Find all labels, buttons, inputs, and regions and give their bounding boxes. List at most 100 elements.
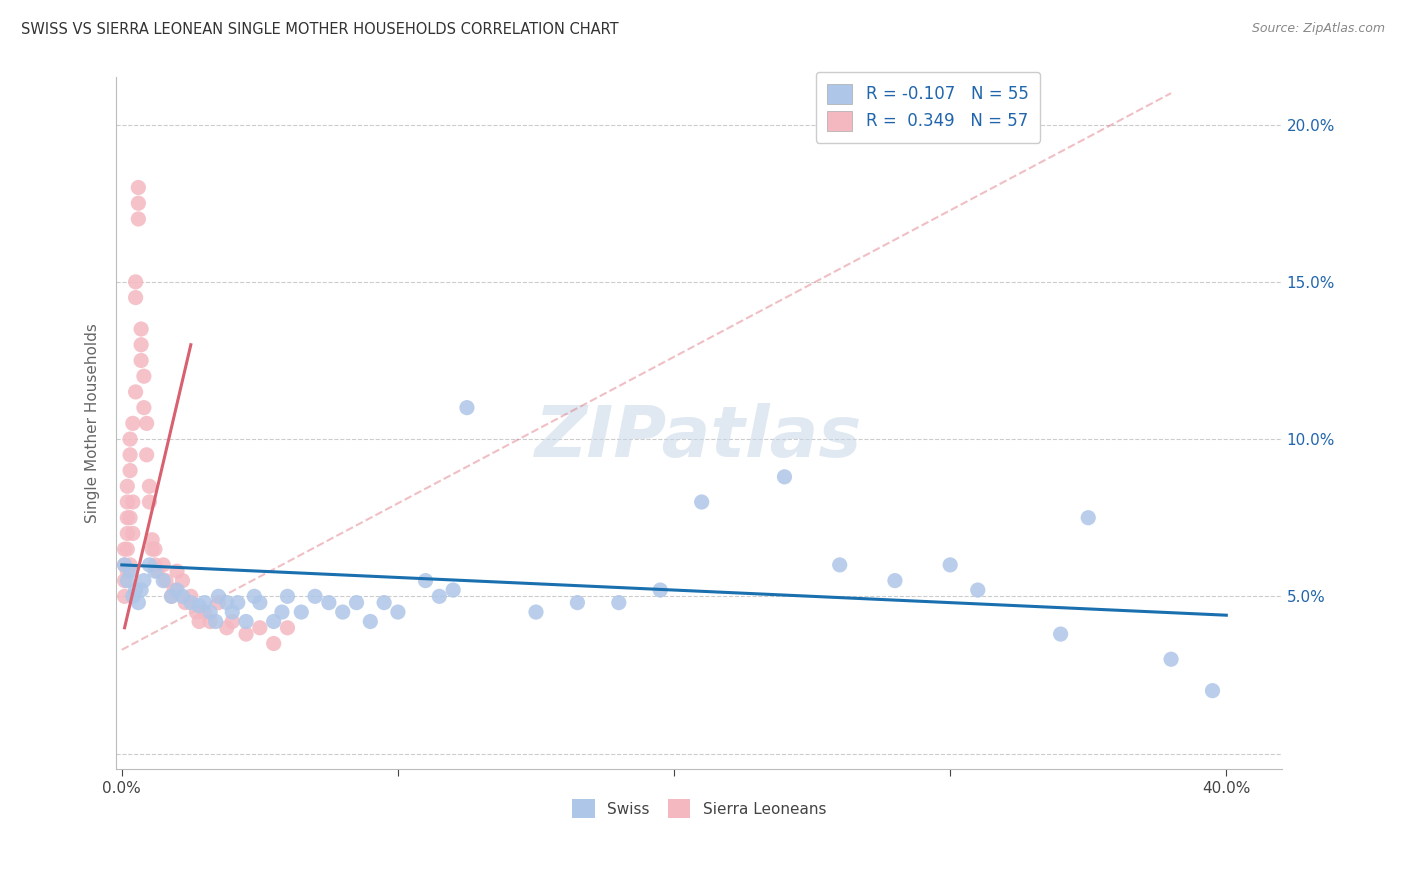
Point bbox=[215, 621, 238, 635]
Point bbox=[141, 533, 163, 547]
Text: Source: ZipAtlas.com: Source: ZipAtlas.com bbox=[1251, 22, 1385, 36]
Point bbox=[650, 582, 672, 597]
Point bbox=[114, 558, 136, 572]
Point bbox=[276, 590, 298, 604]
Point bbox=[120, 432, 142, 446]
Point bbox=[290, 605, 312, 619]
Point bbox=[373, 596, 395, 610]
Point bbox=[1160, 652, 1182, 666]
Point bbox=[243, 590, 266, 604]
Point bbox=[215, 596, 238, 610]
Point bbox=[114, 558, 136, 572]
Point bbox=[117, 526, 139, 541]
Point bbox=[773, 470, 796, 484]
Point bbox=[249, 596, 271, 610]
Point bbox=[120, 448, 142, 462]
Point bbox=[135, 417, 157, 431]
Text: SWISS VS SIERRA LEONEAN SINGLE MOTHER HOUSEHOLDS CORRELATION CHART: SWISS VS SIERRA LEONEAN SINGLE MOTHER HO… bbox=[21, 22, 619, 37]
Point bbox=[138, 495, 160, 509]
Point bbox=[276, 621, 298, 635]
Point bbox=[117, 510, 139, 524]
Point bbox=[129, 337, 152, 351]
Point bbox=[207, 596, 229, 610]
Point bbox=[155, 574, 177, 588]
Point bbox=[117, 564, 139, 578]
Point bbox=[141, 542, 163, 557]
Point bbox=[117, 495, 139, 509]
Point bbox=[939, 558, 962, 572]
Point bbox=[172, 590, 194, 604]
Point bbox=[127, 180, 149, 194]
Point bbox=[114, 590, 136, 604]
Point bbox=[114, 542, 136, 557]
Point bbox=[207, 590, 229, 604]
Point bbox=[152, 558, 174, 572]
Point bbox=[120, 510, 142, 524]
Point bbox=[456, 401, 478, 415]
Point bbox=[129, 582, 152, 597]
Point bbox=[124, 582, 146, 597]
Point bbox=[204, 615, 226, 629]
Point bbox=[124, 384, 146, 399]
Point bbox=[127, 596, 149, 610]
Point bbox=[1201, 683, 1223, 698]
Point bbox=[127, 196, 149, 211]
Point bbox=[117, 574, 139, 588]
Point bbox=[235, 615, 257, 629]
Point bbox=[226, 596, 249, 610]
Point bbox=[567, 596, 589, 610]
Point bbox=[143, 564, 166, 578]
Point bbox=[607, 596, 630, 610]
Point bbox=[124, 291, 146, 305]
Point bbox=[271, 605, 294, 619]
Point bbox=[304, 590, 326, 604]
Point bbox=[249, 621, 271, 635]
Y-axis label: Single Mother Households: Single Mother Households bbox=[86, 324, 100, 524]
Point bbox=[135, 448, 157, 462]
Point bbox=[441, 582, 464, 597]
Point bbox=[427, 590, 450, 604]
Point bbox=[129, 353, 152, 368]
Point bbox=[180, 590, 202, 604]
Point bbox=[186, 605, 208, 619]
Point bbox=[120, 558, 142, 572]
Point bbox=[174, 596, 197, 610]
Legend: Swiss, Sierra Leoneans: Swiss, Sierra Leoneans bbox=[565, 793, 832, 824]
Point bbox=[121, 417, 143, 431]
Point bbox=[415, 574, 437, 588]
Point bbox=[966, 582, 988, 597]
Point bbox=[129, 322, 152, 336]
Point bbox=[120, 464, 142, 478]
Point bbox=[1077, 510, 1099, 524]
Point bbox=[138, 479, 160, 493]
Point bbox=[166, 564, 188, 578]
Point bbox=[690, 495, 713, 509]
Point bbox=[188, 615, 211, 629]
Point bbox=[166, 582, 188, 597]
Point bbox=[198, 615, 221, 629]
Point bbox=[263, 615, 285, 629]
Point bbox=[160, 590, 183, 604]
Point bbox=[121, 526, 143, 541]
Point bbox=[198, 605, 221, 619]
Point bbox=[121, 495, 143, 509]
Point bbox=[387, 605, 409, 619]
Point bbox=[318, 596, 340, 610]
Point bbox=[828, 558, 851, 572]
Point bbox=[117, 479, 139, 493]
Point bbox=[172, 574, 194, 588]
Point bbox=[132, 401, 155, 415]
Point bbox=[194, 596, 217, 610]
Point bbox=[127, 211, 149, 226]
Point bbox=[884, 574, 907, 588]
Point bbox=[143, 542, 166, 557]
Point bbox=[346, 596, 368, 610]
Point bbox=[332, 605, 354, 619]
Point bbox=[138, 558, 160, 572]
Point bbox=[132, 369, 155, 384]
Point bbox=[524, 605, 547, 619]
Point bbox=[221, 605, 243, 619]
Text: ZIPatlas: ZIPatlas bbox=[536, 402, 863, 472]
Point bbox=[117, 542, 139, 557]
Point bbox=[146, 564, 169, 578]
